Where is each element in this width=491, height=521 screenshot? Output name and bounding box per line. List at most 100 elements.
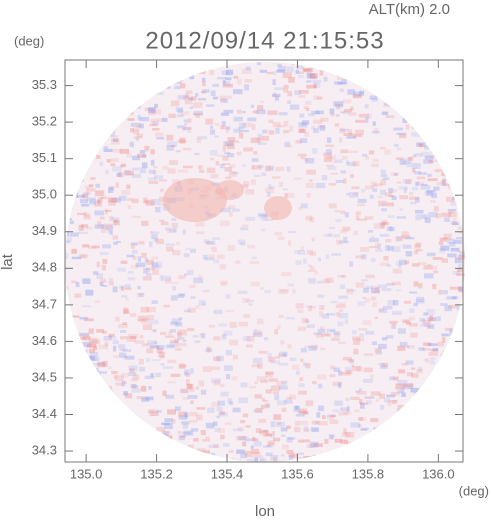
texture-cell [77, 352, 87, 356]
texture-cell [165, 277, 172, 284]
texture-cell [267, 110, 278, 115]
texture-cell [314, 421, 319, 425]
texture-cell [399, 208, 403, 211]
texture-cell [211, 246, 217, 253]
texture-cell [455, 153, 460, 158]
texture-cell [91, 401, 97, 407]
texture-cell [323, 156, 333, 163]
texture-cell [79, 355, 89, 362]
texture-cell [198, 62, 204, 65]
texture-cell [178, 452, 189, 458]
texture-cell [213, 380, 221, 386]
texture-cell [294, 427, 301, 433]
texture-cell [73, 378, 77, 382]
texture-cell [126, 454, 135, 459]
texture-cell [110, 66, 120, 69]
texture-cell [219, 95, 227, 102]
texture-cell [303, 68, 313, 73]
texture-cell [222, 80, 226, 84]
texture-cell [306, 192, 311, 198]
texture-cell [88, 184, 94, 188]
texture-cell [184, 371, 189, 376]
texture-cell [167, 330, 173, 336]
texture-cell [297, 309, 304, 313]
texture-cell [127, 271, 135, 274]
texture-cell [160, 63, 170, 69]
texture-cell [75, 341, 80, 345]
texture-cell [374, 63, 383, 69]
texture-cell [93, 271, 99, 275]
texture-cell [174, 406, 181, 412]
texture-cell [66, 89, 76, 92]
texture-cell [184, 98, 193, 105]
texture-cell [282, 72, 292, 79]
texture-cell [65, 62, 75, 64]
texture-cell [173, 81, 182, 85]
texture-cell [261, 397, 266, 401]
texture-cell [265, 372, 273, 378]
texture-cell [118, 105, 125, 111]
texture-cell [403, 454, 409, 461]
texture-cell [206, 346, 211, 353]
texture-cell [124, 284, 131, 288]
texture-cell [370, 287, 380, 294]
texture-cell [213, 443, 219, 448]
texture-cell [131, 198, 139, 204]
texture-cell [360, 402, 365, 409]
texture-cell [146, 259, 154, 265]
texture-cell [364, 298, 371, 303]
texture-cell [285, 316, 295, 320]
texture-cell [355, 255, 365, 259]
texture-cell [372, 302, 378, 308]
texture-cell [150, 345, 160, 349]
texture-cell [156, 347, 163, 354]
texture-cell [184, 122, 188, 126]
texture-cell [86, 197, 97, 201]
texture-cell [300, 358, 304, 363]
texture-cell [114, 410, 125, 415]
texture-cell [201, 81, 206, 87]
texture-cell [320, 326, 324, 330]
texture-cell [171, 281, 179, 285]
texture-cell [470, 197, 478, 200]
texture-cell [258, 418, 267, 423]
texture-cell [134, 340, 145, 344]
texture-cell [189, 411, 198, 417]
texture-cell [156, 261, 163, 268]
texture-cell [396, 104, 407, 109]
texture-cell [311, 344, 319, 350]
texture-cell [211, 366, 221, 371]
texture-cell [420, 183, 428, 186]
texture-cell [280, 427, 288, 432]
texture-cell [297, 326, 306, 331]
texture-cell [74, 452, 84, 456]
texture-cell [352, 192, 359, 196]
texture-cell [431, 192, 437, 199]
texture-cell [229, 140, 239, 143]
texture-cell [427, 173, 432, 177]
texture-cell [169, 342, 178, 348]
texture-cell [252, 110, 259, 114]
texture-cell [373, 223, 384, 230]
texture-cell [391, 281, 401, 286]
texture-cell [441, 107, 451, 111]
texture-cell [150, 230, 154, 234]
texture-cell [79, 412, 87, 418]
texture-cell [182, 397, 189, 400]
texture-cell [291, 453, 299, 459]
texture-cell [91, 76, 102, 82]
texture-cell [306, 80, 312, 83]
texture-cell [84, 447, 92, 452]
texture-cell [83, 318, 94, 322]
texture-cell [368, 238, 379, 243]
texture-cell [152, 264, 161, 270]
texture-cell [83, 192, 91, 196]
texture-cell [146, 268, 151, 273]
texture-cell [385, 465, 394, 470]
texture-cell [396, 390, 405, 393]
texture-cell [112, 437, 122, 444]
texture-cell [435, 375, 441, 381]
texture-cell [415, 153, 423, 157]
texture-cell [465, 202, 472, 204]
texture-cell [199, 333, 204, 338]
